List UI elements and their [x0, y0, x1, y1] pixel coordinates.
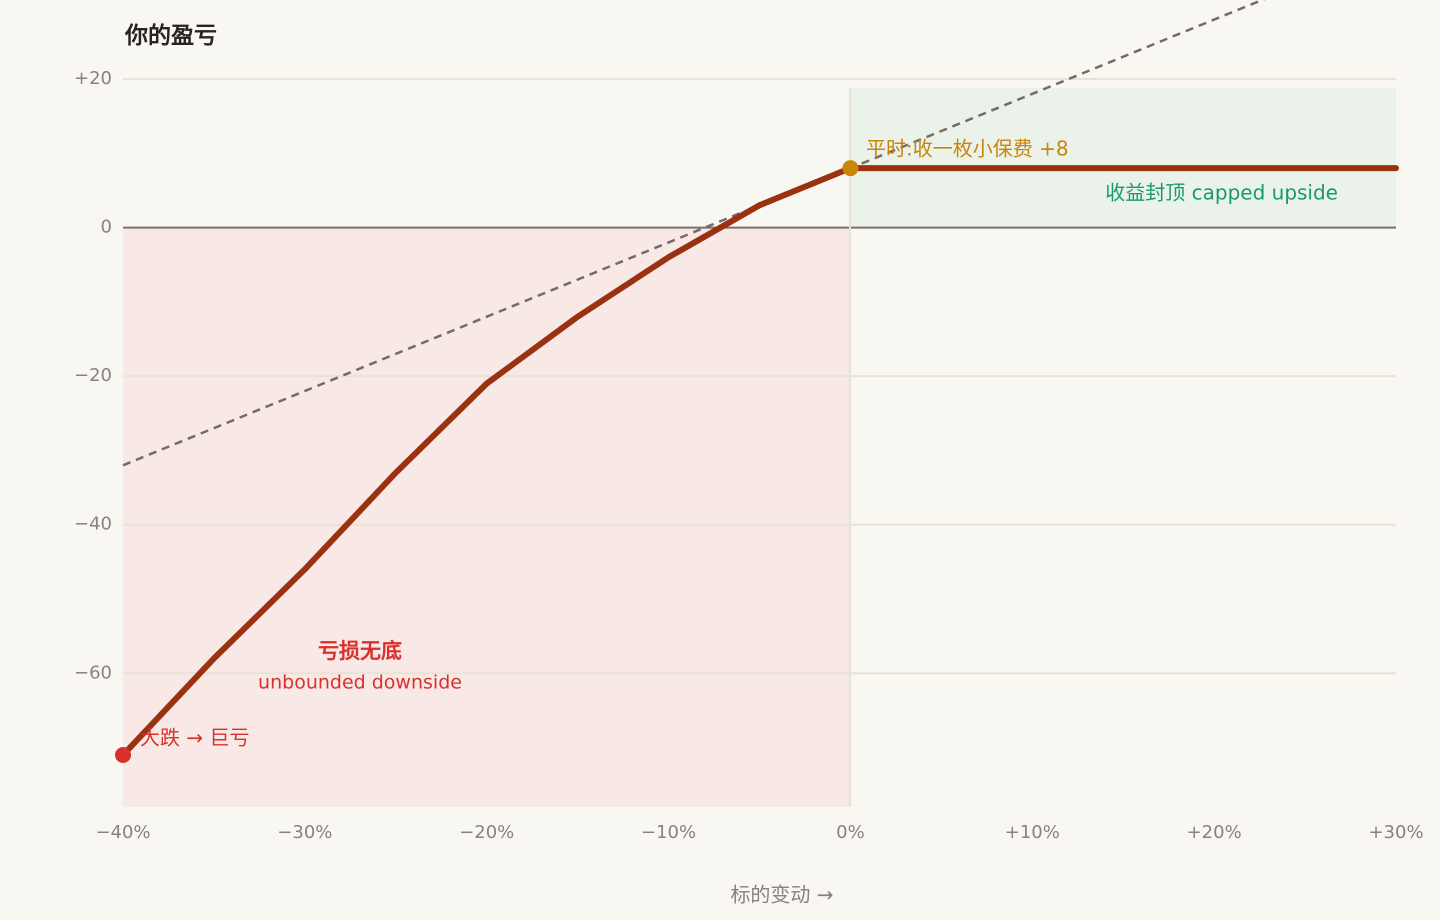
chart-title: 你的盈亏	[124, 22, 217, 49]
y-tick-label: +20	[74, 68, 112, 89]
x-tick-label: +30%	[1368, 822, 1423, 843]
crash-point	[115, 747, 131, 763]
loss-region	[123, 228, 850, 807]
x-tick-label: −30%	[277, 822, 332, 843]
annotation: 收益封顶 capped upside	[1105, 181, 1338, 205]
y-tick-label: −60	[74, 662, 112, 683]
y-tick-label: −20	[74, 365, 112, 386]
annotation: unbounded downside	[258, 672, 462, 694]
y-tick-label: −40	[74, 514, 112, 535]
x-tick-label: −40%	[95, 822, 150, 843]
annotation: 平时:收一枚小保费 +8	[866, 137, 1069, 161]
pnl-line	[120, 165, 1399, 758]
annotation: 亏损无底	[318, 639, 402, 663]
premium-point	[842, 160, 859, 177]
x-tick-label: +20%	[1187, 822, 1242, 843]
x-axis-label: 标的变动 →	[730, 883, 833, 907]
annotation: 大跌 → 巨亏	[140, 726, 249, 750]
x-tick-label: +10%	[1005, 822, 1060, 843]
capped-region	[850, 88, 1396, 228]
x-tick-label: −20%	[459, 822, 514, 843]
y-tick-label: 0	[101, 217, 112, 238]
x-tick-label: −10%	[641, 822, 696, 843]
x-tick-label: 0%	[836, 822, 865, 843]
